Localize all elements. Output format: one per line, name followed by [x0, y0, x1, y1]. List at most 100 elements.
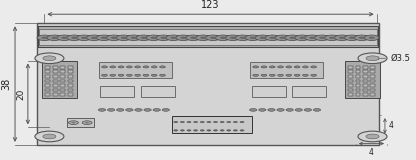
Circle shape	[118, 66, 124, 68]
Circle shape	[280, 37, 285, 39]
Circle shape	[311, 74, 317, 76]
Circle shape	[43, 134, 56, 139]
Circle shape	[210, 37, 216, 39]
Bar	[141, 86, 175, 97]
Circle shape	[206, 35, 220, 40]
Circle shape	[339, 37, 345, 39]
Circle shape	[354, 35, 369, 40]
Circle shape	[143, 66, 149, 68]
Bar	[340, 35, 344, 36]
Bar	[172, 116, 253, 133]
Circle shape	[156, 35, 171, 40]
Circle shape	[235, 35, 250, 40]
Circle shape	[141, 37, 146, 39]
Circle shape	[153, 108, 161, 111]
Circle shape	[290, 37, 295, 39]
Bar	[60, 70, 65, 73]
Bar	[356, 84, 361, 87]
Circle shape	[47, 35, 62, 40]
Circle shape	[314, 35, 329, 40]
Circle shape	[35, 53, 64, 64]
Bar	[68, 84, 73, 87]
Bar	[348, 66, 353, 69]
Circle shape	[304, 108, 312, 111]
Circle shape	[57, 35, 72, 40]
Circle shape	[302, 66, 308, 68]
Circle shape	[250, 108, 257, 111]
Circle shape	[227, 121, 231, 123]
Bar	[370, 93, 375, 96]
Bar	[290, 35, 295, 36]
Circle shape	[180, 121, 184, 123]
Circle shape	[77, 35, 92, 40]
Bar	[45, 93, 50, 96]
Circle shape	[171, 37, 176, 39]
Circle shape	[366, 134, 379, 139]
Bar	[252, 86, 285, 97]
Circle shape	[180, 37, 186, 39]
Bar	[348, 89, 353, 91]
Bar	[42, 35, 47, 36]
Circle shape	[82, 121, 92, 124]
Text: Ø3.5: Ø3.5	[390, 54, 410, 63]
Bar	[356, 66, 361, 69]
Circle shape	[227, 130, 231, 131]
Circle shape	[186, 35, 201, 40]
Circle shape	[69, 121, 78, 124]
Circle shape	[102, 74, 107, 76]
Circle shape	[225, 35, 240, 40]
Circle shape	[230, 37, 236, 39]
Circle shape	[253, 74, 259, 76]
Circle shape	[136, 35, 151, 40]
Circle shape	[151, 66, 157, 68]
Bar	[356, 93, 361, 96]
Circle shape	[259, 108, 266, 111]
Circle shape	[200, 121, 204, 123]
Bar	[191, 35, 195, 36]
Circle shape	[101, 37, 107, 39]
Bar	[270, 35, 275, 36]
Bar	[370, 75, 375, 78]
Bar	[53, 70, 58, 73]
Bar	[363, 89, 368, 91]
Circle shape	[294, 74, 300, 76]
Bar	[348, 93, 353, 96]
Circle shape	[207, 130, 211, 131]
Circle shape	[319, 37, 325, 39]
Circle shape	[294, 66, 300, 68]
Circle shape	[97, 35, 111, 40]
Circle shape	[110, 74, 116, 76]
Circle shape	[106, 35, 121, 40]
Circle shape	[359, 37, 365, 39]
Circle shape	[270, 37, 275, 39]
Bar	[53, 84, 58, 87]
Bar	[211, 35, 215, 36]
Bar	[181, 35, 186, 36]
Circle shape	[161, 37, 166, 39]
Bar	[370, 80, 375, 82]
Bar	[363, 70, 368, 73]
Circle shape	[187, 130, 191, 131]
Circle shape	[162, 108, 170, 111]
Circle shape	[349, 37, 355, 39]
Bar	[348, 84, 353, 87]
Bar	[171, 35, 176, 36]
Circle shape	[35, 131, 64, 142]
Circle shape	[111, 37, 117, 39]
Circle shape	[275, 35, 290, 40]
Bar	[221, 35, 225, 36]
Circle shape	[85, 122, 89, 123]
Circle shape	[91, 37, 97, 39]
Bar	[60, 93, 65, 96]
Circle shape	[116, 35, 131, 40]
Bar	[356, 70, 361, 73]
Bar	[250, 35, 255, 36]
Bar	[99, 62, 172, 78]
Circle shape	[253, 66, 259, 68]
Bar	[72, 35, 76, 36]
Bar	[151, 35, 156, 36]
Bar	[60, 89, 65, 91]
Text: 123: 123	[201, 0, 220, 10]
Circle shape	[277, 108, 284, 111]
Circle shape	[173, 121, 178, 123]
